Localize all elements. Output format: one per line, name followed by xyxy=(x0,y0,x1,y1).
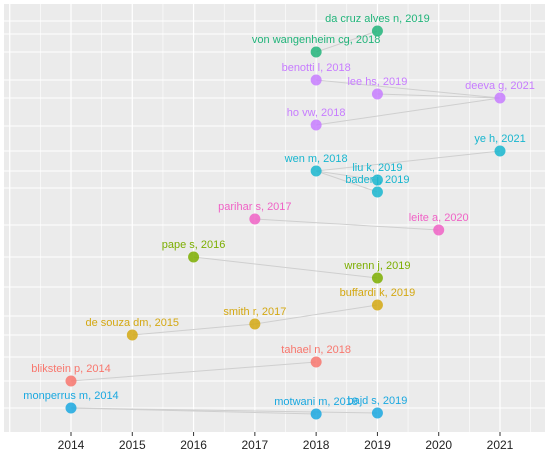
x-tick-label: 2016 xyxy=(180,438,207,452)
plot-panel xyxy=(4,4,545,432)
paper-node xyxy=(371,272,383,284)
citation-link xyxy=(132,323,255,336)
citation-link xyxy=(315,30,378,53)
paper-node xyxy=(371,407,383,419)
citation-link xyxy=(316,79,501,99)
citation-link xyxy=(315,170,378,193)
paper-node xyxy=(433,224,445,236)
paper-node xyxy=(371,174,383,186)
paper-node xyxy=(371,88,383,100)
paper-node xyxy=(126,329,138,341)
citation-link xyxy=(254,218,439,231)
paper-node xyxy=(371,25,383,37)
paper-node xyxy=(65,375,77,387)
x-tick-label: 2020 xyxy=(425,438,452,452)
citation-link xyxy=(70,361,317,382)
paper-label: ye h, 2021 xyxy=(474,133,525,145)
paper-label: liu k, 2019 xyxy=(352,162,402,174)
paper-node xyxy=(494,92,506,104)
citation-link xyxy=(316,170,378,181)
paper-node xyxy=(65,402,77,414)
citation-link xyxy=(254,304,378,325)
paper-label: wen m, 2018 xyxy=(284,153,348,165)
paper-node xyxy=(371,186,383,198)
paper-label: wrenn j, 2019 xyxy=(343,260,410,272)
paper-label: lee hs, 2019 xyxy=(347,76,407,88)
citation-link xyxy=(377,93,501,99)
paper-label: smith r, 2017 xyxy=(223,306,286,318)
paper-label: bajd s, 2019 xyxy=(347,395,407,407)
citation-link xyxy=(70,407,378,414)
paper-node xyxy=(310,46,322,58)
citation-link xyxy=(316,150,501,172)
paper-node xyxy=(310,74,322,86)
paper-label: benotti l, 2018 xyxy=(282,62,351,74)
paper-node xyxy=(310,408,322,420)
paper-label: bader j, 2019 xyxy=(345,174,409,186)
citation-link xyxy=(193,256,378,279)
paper-label: motwani m, 2018 xyxy=(274,396,358,408)
paper-label: tahael n, 2018 xyxy=(281,344,351,356)
paper-node xyxy=(249,213,261,225)
paper-label: monperrus m, 2014 xyxy=(23,390,118,402)
paper-label: pape s, 2016 xyxy=(162,239,226,251)
paper-label: von wangenheim cg, 2018 xyxy=(252,34,380,46)
x-tick-label: 2017 xyxy=(242,438,269,452)
paper-node xyxy=(310,119,322,131)
paper-node xyxy=(371,299,383,311)
x-tick-label: 2018 xyxy=(303,438,330,452)
x-tick-label: 2019 xyxy=(364,438,391,452)
x-tick-label: 2015 xyxy=(119,438,146,452)
paper-label: parihar s, 2017 xyxy=(218,201,291,213)
paper-label: deeva g, 2021 xyxy=(465,80,535,92)
paper-label: ho vw, 2018 xyxy=(287,107,346,119)
paper-label: de souza dm, 2015 xyxy=(85,317,179,329)
paper-node xyxy=(310,165,322,177)
paper-node xyxy=(188,251,200,263)
paper-label: da cruz alves n, 2019 xyxy=(325,13,430,25)
paper-node xyxy=(249,318,261,330)
paper-label: buffardi k, 2019 xyxy=(340,287,416,299)
paper-node xyxy=(494,145,506,157)
paper-label: blikstein p, 2014 xyxy=(31,363,111,375)
paper-label: leite a, 2020 xyxy=(409,212,469,224)
x-tick-label: 2021 xyxy=(487,438,514,452)
x-tick-label: 2014 xyxy=(58,438,85,452)
citation-link xyxy=(316,97,501,126)
paper-node xyxy=(310,356,322,368)
